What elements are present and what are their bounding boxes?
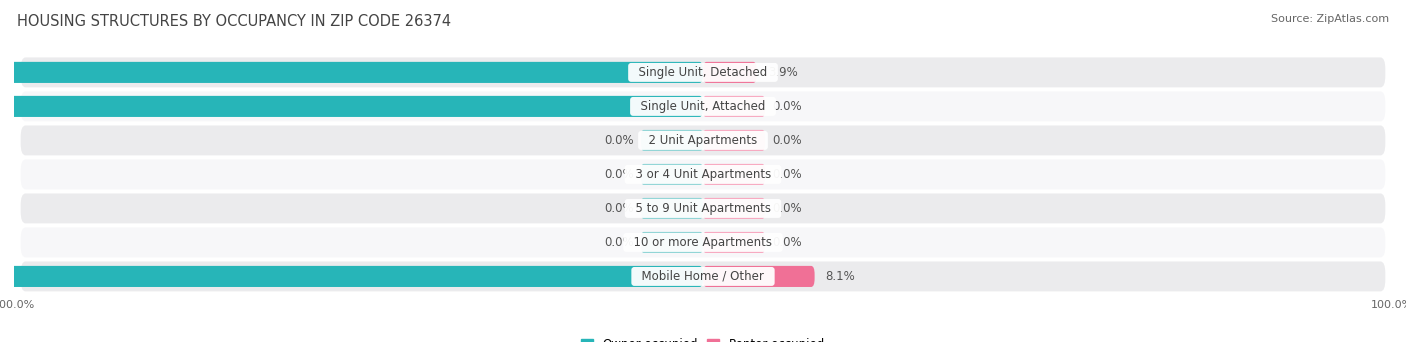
FancyBboxPatch shape bbox=[641, 130, 703, 151]
FancyBboxPatch shape bbox=[21, 194, 1385, 223]
Text: Mobile Home / Other: Mobile Home / Other bbox=[634, 270, 772, 283]
Text: 0.0%: 0.0% bbox=[772, 202, 801, 215]
Text: 0.0%: 0.0% bbox=[605, 168, 634, 181]
FancyBboxPatch shape bbox=[0, 96, 703, 117]
Legend: Owner-occupied, Renter-occupied: Owner-occupied, Renter-occupied bbox=[576, 333, 830, 342]
FancyBboxPatch shape bbox=[703, 164, 765, 185]
FancyBboxPatch shape bbox=[703, 266, 814, 287]
Text: Single Unit, Attached: Single Unit, Attached bbox=[633, 100, 773, 113]
FancyBboxPatch shape bbox=[0, 62, 703, 83]
Text: 0.0%: 0.0% bbox=[605, 236, 634, 249]
Text: 0.0%: 0.0% bbox=[772, 236, 801, 249]
FancyBboxPatch shape bbox=[703, 96, 765, 117]
FancyBboxPatch shape bbox=[641, 198, 703, 219]
Text: 0.0%: 0.0% bbox=[772, 100, 801, 113]
Text: 2 Unit Apartments: 2 Unit Apartments bbox=[641, 134, 765, 147]
FancyBboxPatch shape bbox=[703, 198, 765, 219]
Text: 0.0%: 0.0% bbox=[772, 168, 801, 181]
FancyBboxPatch shape bbox=[21, 227, 1385, 258]
Text: 0.0%: 0.0% bbox=[605, 202, 634, 215]
Text: 10 or more Apartments: 10 or more Apartments bbox=[626, 236, 780, 249]
FancyBboxPatch shape bbox=[703, 232, 765, 253]
FancyBboxPatch shape bbox=[21, 159, 1385, 189]
FancyBboxPatch shape bbox=[0, 266, 703, 287]
FancyBboxPatch shape bbox=[21, 91, 1385, 121]
FancyBboxPatch shape bbox=[703, 62, 756, 83]
Text: Single Unit, Detached: Single Unit, Detached bbox=[631, 66, 775, 79]
Text: 3 or 4 Unit Apartments: 3 or 4 Unit Apartments bbox=[627, 168, 779, 181]
Text: 0.0%: 0.0% bbox=[605, 134, 634, 147]
FancyBboxPatch shape bbox=[641, 232, 703, 253]
FancyBboxPatch shape bbox=[21, 262, 1385, 291]
FancyBboxPatch shape bbox=[21, 126, 1385, 155]
Text: 3.9%: 3.9% bbox=[768, 66, 797, 79]
Text: 0.0%: 0.0% bbox=[772, 134, 801, 147]
Text: HOUSING STRUCTURES BY OCCUPANCY IN ZIP CODE 26374: HOUSING STRUCTURES BY OCCUPANCY IN ZIP C… bbox=[17, 14, 451, 29]
Text: 8.1%: 8.1% bbox=[825, 270, 855, 283]
Text: Source: ZipAtlas.com: Source: ZipAtlas.com bbox=[1271, 14, 1389, 24]
FancyBboxPatch shape bbox=[703, 130, 765, 151]
FancyBboxPatch shape bbox=[641, 164, 703, 185]
Text: 5 to 9 Unit Apartments: 5 to 9 Unit Apartments bbox=[627, 202, 779, 215]
FancyBboxPatch shape bbox=[21, 57, 1385, 87]
